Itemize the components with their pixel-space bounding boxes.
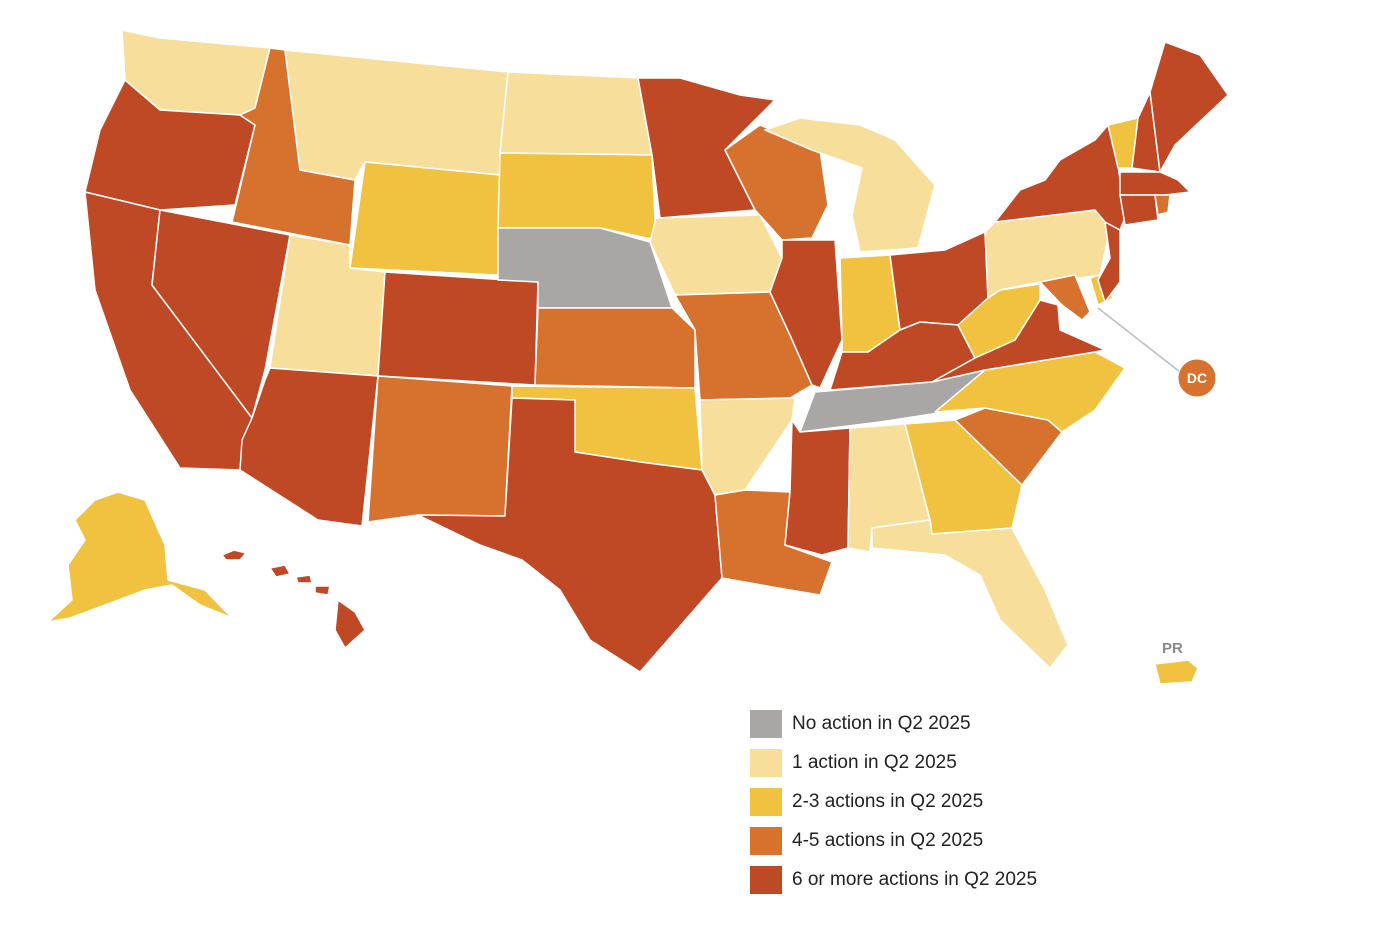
state-NY <box>994 124 1126 231</box>
state-ND <box>499 71 653 156</box>
state-AZ <box>239 367 379 527</box>
state-CT <box>1119 194 1159 226</box>
legend-label: 2-3 actions in Q2 2025 <box>792 790 984 812</box>
legend-label: 6 or more actions in Q2 2025 <box>792 868 1038 890</box>
legend-swatch <box>750 826 782 855</box>
legend-item-four-five: 4-5 actions in Q2 2025 <box>750 821 1037 860</box>
state-MA <box>1119 171 1191 196</box>
legend-item-none: No action in Q2 2025 <box>750 704 1037 743</box>
legend-swatch <box>750 865 782 894</box>
state-SD <box>497 152 657 241</box>
legend-label: 4-5 actions in Q2 2025 <box>792 829 984 851</box>
state-OR <box>84 79 256 211</box>
state-LA <box>714 489 833 596</box>
state-MS <box>784 419 851 556</box>
legend-item-six-plus: 6 or more actions in Q2 2025 <box>750 860 1037 899</box>
state-IA <box>649 214 783 296</box>
state-AR <box>699 397 796 496</box>
state-MT <box>284 49 509 181</box>
state-NV <box>151 209 291 419</box>
legend-item-two-three: 2-3 actions in Q2 2025 <box>750 782 1037 821</box>
dc-leader-line <box>1097 307 1181 373</box>
state-WY <box>349 161 501 276</box>
map-legend: No action in Q2 2025 1 action in Q2 2025… <box>750 704 1037 899</box>
legend-swatch <box>750 748 782 777</box>
state-AK <box>47 491 233 623</box>
legend-swatch <box>750 787 782 816</box>
state-ME <box>1149 41 1229 173</box>
dc-label: DC <box>1187 370 1207 386</box>
state-MI <box>764 117 936 253</box>
state-CO <box>377 271 539 386</box>
state-PR <box>1154 659 1199 685</box>
state-KS <box>534 307 696 389</box>
legend-swatch <box>750 709 782 738</box>
dc-marker <box>1177 358 1217 398</box>
legend-label: 1 action in Q2 2025 <box>792 751 957 773</box>
legend-label: No action in Q2 2025 <box>792 712 971 734</box>
state-HI <box>221 549 366 649</box>
state-MD <box>999 274 1091 321</box>
state-IL <box>769 239 843 389</box>
state-NM <box>367 375 513 523</box>
pr-label: PR <box>1162 640 1183 657</box>
legend-item-one: 1 action in Q2 2025 <box>750 743 1037 782</box>
state-TX <box>417 397 723 673</box>
state-RI <box>1154 194 1171 216</box>
state-FL <box>871 519 1069 669</box>
